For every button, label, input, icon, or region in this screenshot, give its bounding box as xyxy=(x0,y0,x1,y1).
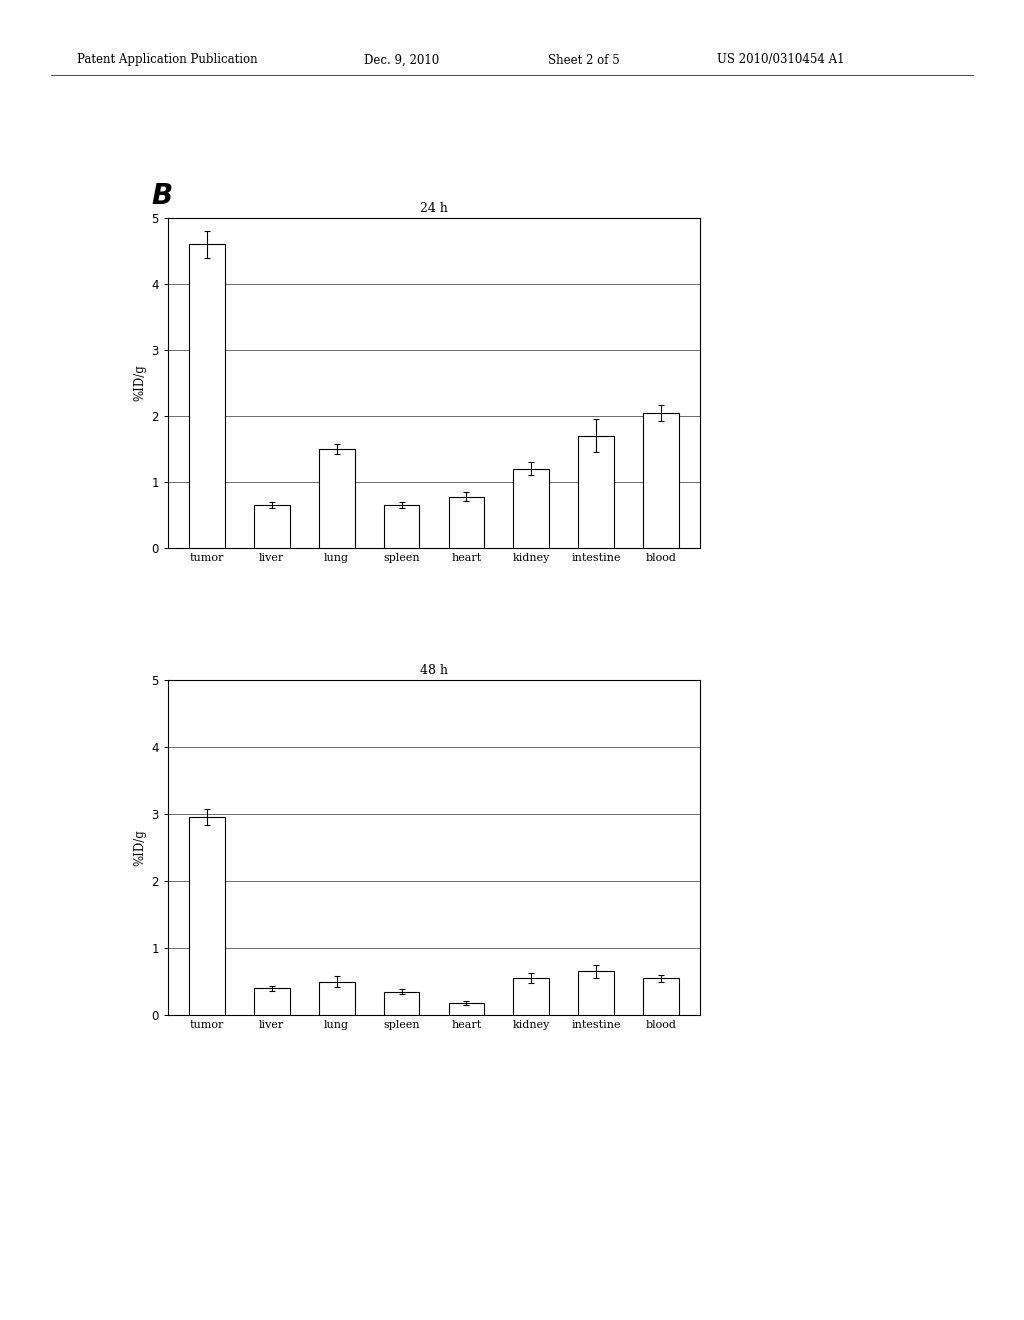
Bar xyxy=(384,506,420,548)
Text: US 2010/0310454 A1: US 2010/0310454 A1 xyxy=(717,54,845,66)
Bar xyxy=(318,982,354,1015)
Bar xyxy=(643,978,679,1015)
Bar xyxy=(318,449,354,548)
Bar xyxy=(513,469,549,548)
Y-axis label: %ID/g: %ID/g xyxy=(133,829,145,866)
Bar xyxy=(189,244,225,548)
Bar xyxy=(384,991,420,1015)
Bar xyxy=(579,436,614,548)
Y-axis label: %ID/g: %ID/g xyxy=(133,364,145,401)
Bar xyxy=(513,978,549,1015)
Title: 24 h: 24 h xyxy=(420,202,447,215)
Text: Sheet 2 of 5: Sheet 2 of 5 xyxy=(548,54,620,66)
Bar xyxy=(254,506,290,548)
Bar xyxy=(449,496,484,548)
Bar xyxy=(579,972,614,1015)
Bar xyxy=(449,1003,484,1015)
Text: B: B xyxy=(152,182,173,210)
Bar xyxy=(643,413,679,548)
Bar xyxy=(189,817,225,1015)
Text: Dec. 9, 2010: Dec. 9, 2010 xyxy=(364,54,438,66)
Bar xyxy=(254,989,290,1015)
Title: 48 h: 48 h xyxy=(420,664,449,677)
Text: Patent Application Publication: Patent Application Publication xyxy=(77,54,257,66)
